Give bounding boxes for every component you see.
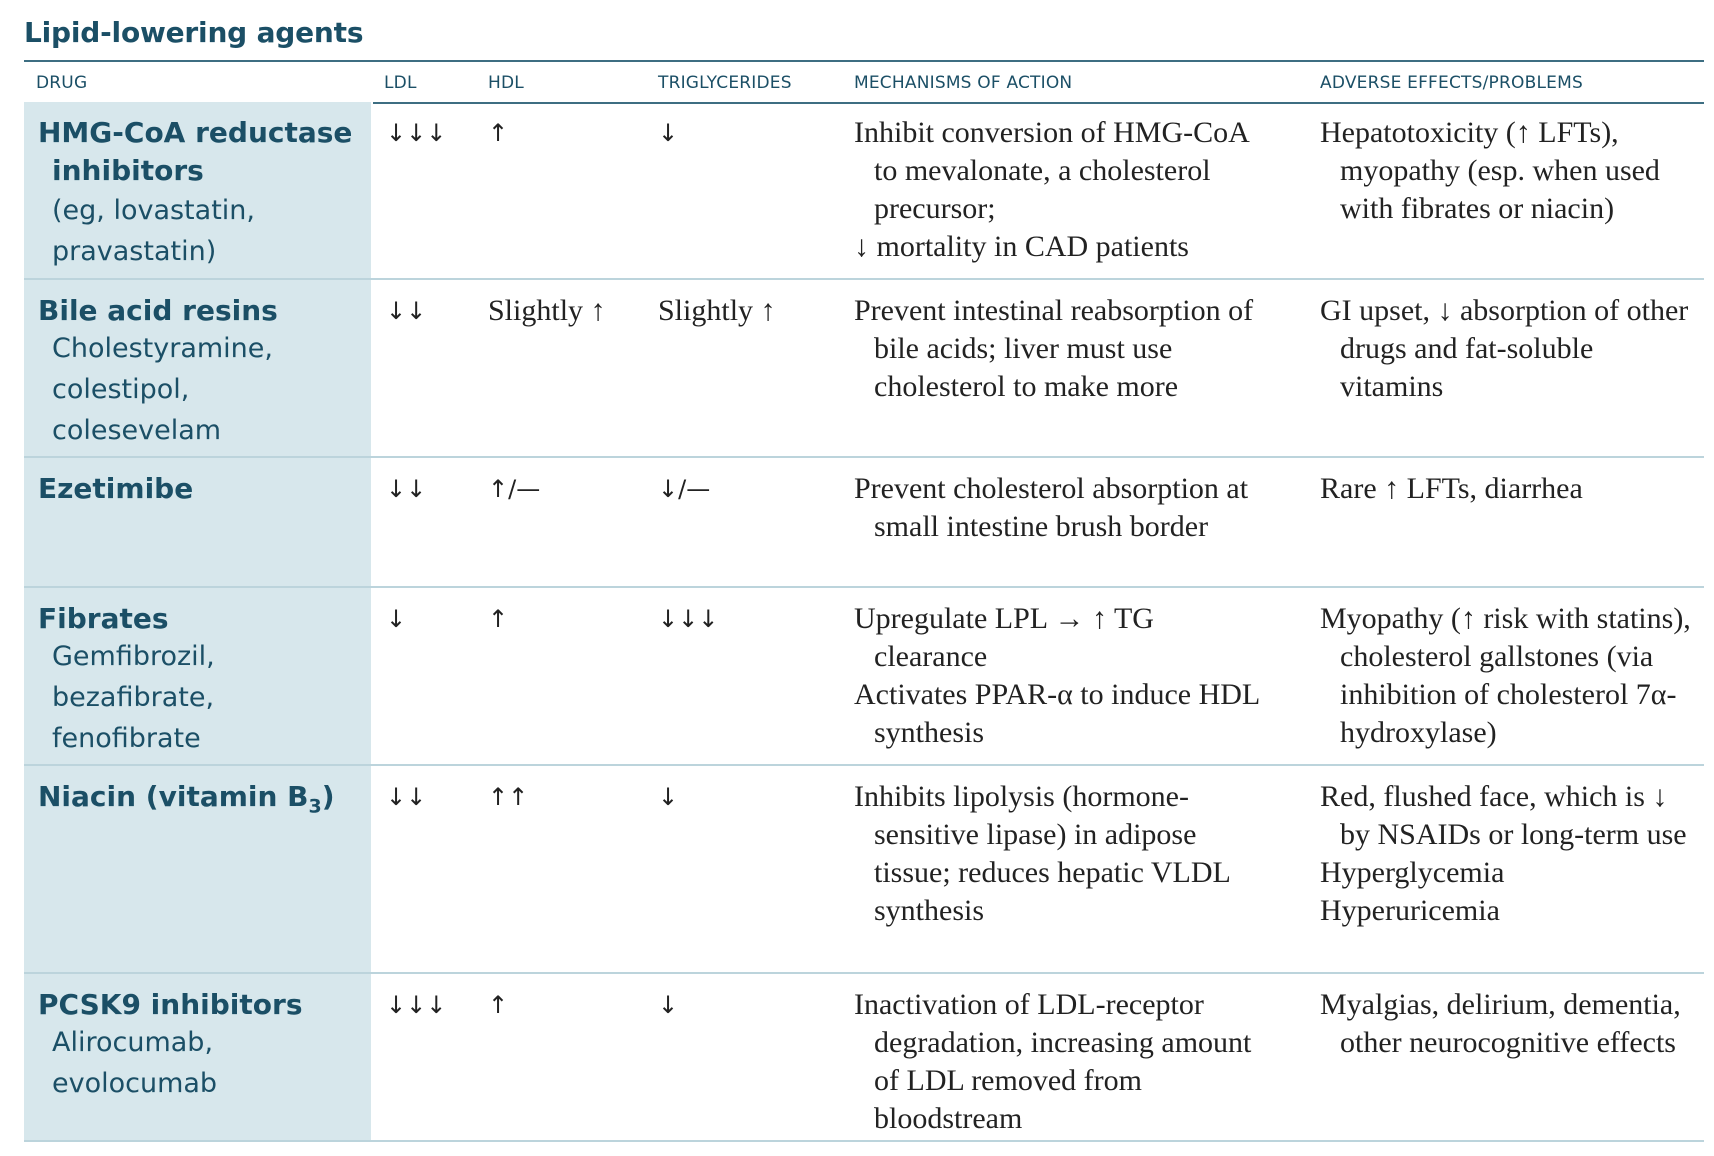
triglycerides-effect: Slightly ↑	[658, 294, 776, 327]
header-hdl: HDL	[488, 73, 524, 93]
drug-example: (eg, lovastatin,	[52, 195, 255, 226]
triglycerides-effect: ↓↓↓	[658, 605, 719, 633]
table-row: HMG-CoA reductase inhibitors (eg, lovast…	[24, 102, 1704, 280]
mechanism-of-action: Inhibits lipolysis (hormone-sensitive li…	[854, 778, 1274, 930]
header-drug: DRUG	[36, 73, 88, 93]
mechanism-of-action: Inhibit conversion of HMG-CoA to mevalon…	[854, 114, 1274, 266]
drug-example: Alirocumab,	[52, 1027, 214, 1058]
table-row: Ezetimibe ↓↓ ↑/— ↓/— Prevent cholesterol…	[24, 458, 1704, 588]
mechanism-line: Prevent cholesterol absorption at small …	[854, 472, 1249, 543]
drug-example: bezafibrate,	[52, 682, 215, 713]
drug-cell: Niacin (vitamin B3)	[24, 766, 373, 972]
header-mechanisms: MECHANISMS OF ACTION	[854, 73, 1073, 93]
header-adverse-effects: ADVERSE EFFECTS/PROBLEMS	[1320, 73, 1583, 93]
adverse-effects: Myopathy (↑ risk with statins), choleste…	[1320, 600, 1704, 752]
drug-name: Bile acid resins	[38, 294, 278, 327]
table-row: Fibrates Gemfibrozil, bezafibrate, fenof…	[24, 588, 1704, 766]
mechanism-line: Prevent intestinal reabsorption of bile …	[854, 294, 1254, 403]
drug-example: evolocumab	[52, 1068, 218, 1099]
ldl-effect: ↓↓	[386, 297, 427, 325]
adverse-line: Rare ↑ LFTs, diarrhea	[1320, 472, 1583, 505]
drug-name: Fibrates	[38, 602, 169, 635]
table-header: DRUG LDL HDL TRIGLYCERIDES MECHANISMS OF…	[24, 60, 1704, 104]
mechanism-of-action: Prevent cholesterol absorption at small …	[854, 470, 1274, 546]
drug-example: pravastatin)	[52, 236, 217, 267]
adverse-effects: GI upset, ↓ absorption of other drugs an…	[1320, 292, 1700, 406]
mechanism-line: Inactivation of LDL-receptor degradation…	[854, 988, 1252, 1135]
drug-cell: Fibrates Gemfibrozil, bezafibrate, fenof…	[24, 588, 373, 764]
adverse-line: Red, flushed face, which is ↓ by NSAIDs …	[1320, 780, 1687, 851]
hdl-effect: ↑	[488, 605, 509, 633]
table-row: Niacin (vitamin B3) ↓↓ ↑↑ ↓ Inhibits lip…	[24, 766, 1704, 974]
mechanism-of-action: Upregulate LPL → ↑ TG clearance Activate…	[854, 600, 1274, 752]
drug-name-text: Niacin (vitamin B	[38, 780, 309, 813]
drug-cell: Ezetimibe	[24, 458, 373, 586]
mechanism-of-action: Inactivation of LDL-receptor degradation…	[854, 986, 1274, 1138]
header-triglycerides: TRIGLYCERIDES	[658, 73, 792, 93]
drug-example: Gemfibrozil,	[52, 641, 215, 672]
adverse-line: Hyperglycemia	[1320, 856, 1505, 889]
ldl-effect: ↓	[386, 605, 407, 633]
adverse-effects: Rare ↑ LFTs, diarrhea	[1320, 470, 1700, 508]
triglycerides-effect: ↓/—	[658, 475, 711, 503]
drug-name: Niacin (vitamin B3)	[38, 778, 382, 826]
drug-cell: HMG-CoA reductase inhibitors (eg, lovast…	[24, 102, 373, 278]
drug-name-close: )	[321, 780, 335, 813]
mechanism-line: ↓ mortality in CAD patients	[854, 230, 1189, 263]
mechanism-line: Inhibits lipolysis (hormone-sensitive li…	[854, 780, 1230, 927]
hdl-effect: ↑/—	[488, 475, 541, 503]
triglycerides-effect: ↓	[658, 991, 679, 1019]
drug-name: HMG-CoA reductase inhibitors	[38, 116, 353, 187]
hdl-effect: ↑↑	[488, 783, 529, 811]
ldl-effect: ↓↓	[386, 475, 427, 503]
adverse-line: GI upset, ↓ absorption of other drugs an…	[1320, 294, 1689, 403]
adverse-line: Hepatotoxicity (↑ LFTs), myopathy (esp. …	[1320, 116, 1660, 225]
adverse-effects: Hepatotoxicity (↑ LFTs), myopathy (esp. …	[1320, 114, 1700, 228]
drug-name: Ezetimibe	[38, 472, 194, 505]
mechanism-of-action: Prevent intestinal reabsorption of bile …	[854, 292, 1274, 406]
drug-name: PCSK9 inhibitors	[38, 988, 303, 1021]
hdl-effect: ↑	[488, 119, 509, 147]
adverse-line: Myalgias, delirium, dementia, other neur…	[1320, 988, 1681, 1059]
mechanism-line: Activates PPAR-α to induce HDL synthesis	[854, 678, 1260, 749]
mechanism-line: Inhibit conversion of HMG-CoA to mevalon…	[854, 116, 1249, 225]
table-row: PCSK9 inhibitors Alirocumab, evolocumab …	[24, 974, 1704, 1142]
mechanism-line: Upregulate LPL → ↑ TG clearance	[854, 602, 1154, 673]
adverse-line: Myopathy (↑ risk with statins), choleste…	[1320, 602, 1691, 749]
page-title: Lipid-lowering agents	[24, 16, 364, 49]
drug-example: fenofibrate	[52, 723, 201, 754]
hdl-effect: Slightly ↑	[488, 294, 606, 327]
ldl-effect: ↓↓↓	[386, 119, 447, 147]
drug-example: Cholestyramine,	[52, 333, 273, 364]
drug-name-subscript: 3	[308, 795, 322, 818]
adverse-line: Hyperuricemia	[1320, 894, 1500, 927]
adverse-effects: Red, flushed face, which is ↓ by NSAIDs …	[1320, 778, 1700, 930]
drug-example: colesevelam	[52, 415, 222, 446]
triglycerides-effect: ↓	[658, 783, 679, 811]
header-ldl: LDL	[384, 73, 417, 93]
drug-example: colestipol,	[52, 374, 190, 405]
ldl-effect: ↓↓	[386, 783, 427, 811]
triglycerides-effect: ↓	[658, 119, 679, 147]
ldl-effect: ↓↓↓	[386, 991, 447, 1019]
drug-cell: PCSK9 inhibitors Alirocumab, evolocumab	[24, 974, 373, 1140]
table-row: Bile acid resins Cholestyramine, colesti…	[24, 280, 1704, 458]
drug-cell: Bile acid resins Cholestyramine, colesti…	[24, 280, 373, 456]
hdl-effect: ↑	[488, 991, 509, 1019]
adverse-effects: Myalgias, delirium, dementia, other neur…	[1320, 986, 1700, 1062]
